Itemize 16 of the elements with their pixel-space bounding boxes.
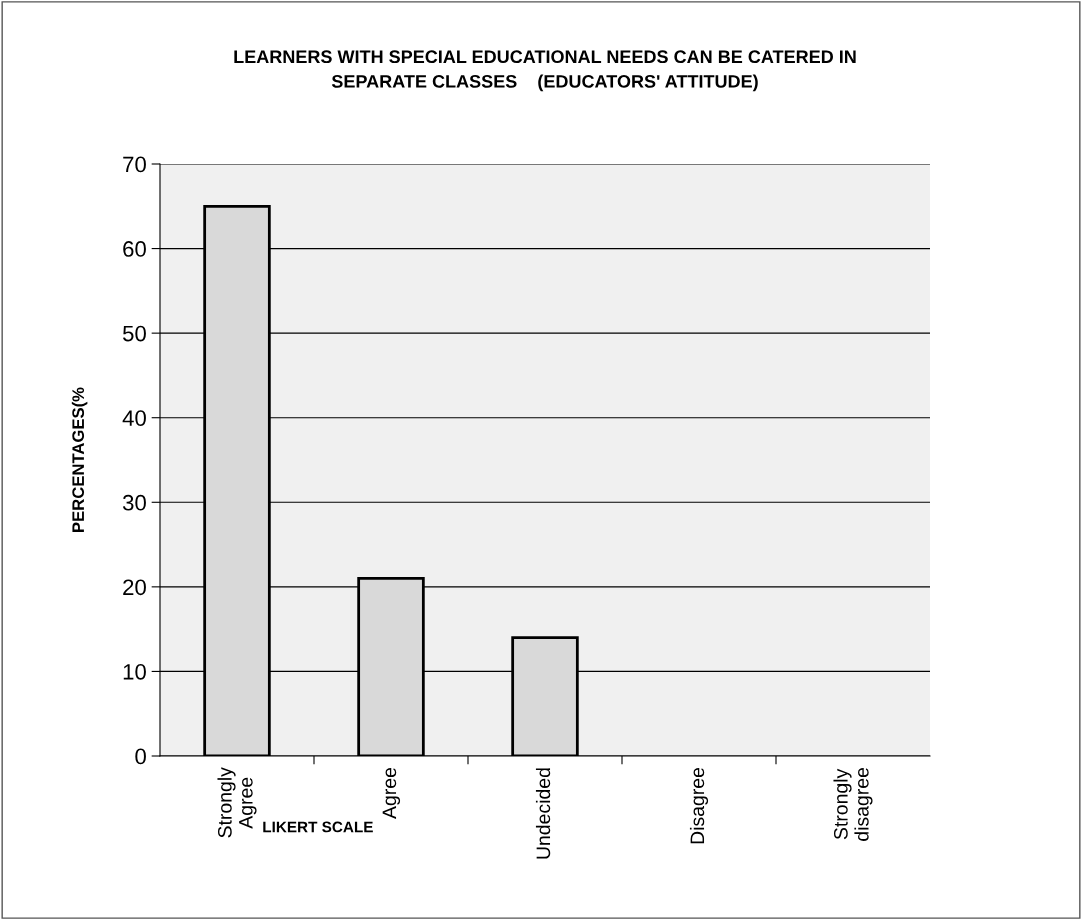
y-tick-label: 20 bbox=[123, 579, 146, 596]
x-axis-title: LIKERT SCALE bbox=[263, 821, 373, 833]
y-tick-label: 60 bbox=[123, 241, 146, 257]
y-tick-label: 70 bbox=[123, 156, 146, 173]
y-tick-label: 40 bbox=[122, 410, 146, 426]
x-tick-label: Agree bbox=[382, 767, 401, 819]
y-tick-label: 30 bbox=[122, 494, 146, 511]
x-tick-label: Strongly Agree bbox=[217, 767, 257, 838]
x-tick-label: Undecided bbox=[535, 768, 551, 859]
y-tick-label: 50 bbox=[122, 325, 146, 342]
y-tick-label: 0 bbox=[135, 748, 146, 765]
chart-title: LEARNERS WITH SPECIAL EDUCATIONAL NEEDS CAN BE CATERED IN SEPARATE CLASSES (EDUCATORS' ATTITUDE) bbox=[234, 50, 856, 92]
y-axis-title: PERCENTAGES(% bbox=[71, 387, 88, 532]
x-tick-label: Disagree bbox=[689, 767, 709, 844]
x-tick-label: Strongly disagree bbox=[833, 767, 873, 841]
y-tick-label: 10 bbox=[123, 663, 146, 680]
